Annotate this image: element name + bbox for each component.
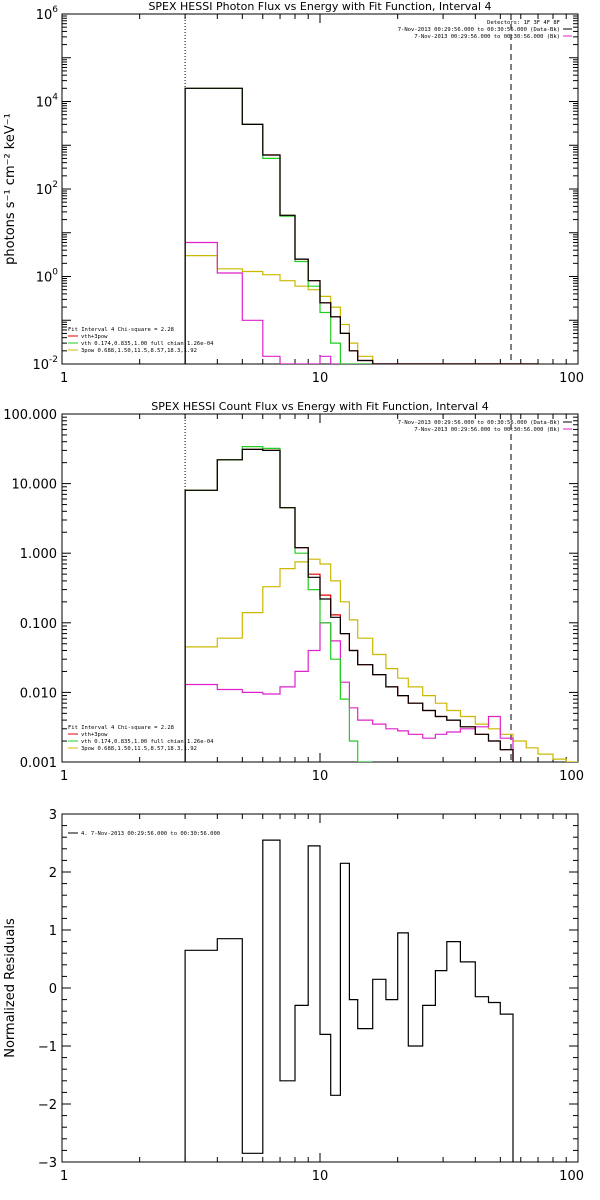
y-axis: 3 2 1 0 −1 −2 −3 (38, 808, 578, 1171)
x-tick-label: 1 (60, 769, 68, 784)
legend-left-entry: Fit Interval 4 Chi-square = 2.28 (68, 725, 174, 731)
y-tick-label: 0 (49, 982, 57, 997)
y-tick-base: 10 (32, 358, 49, 373)
chart-title: SPEX HESSI Photon Flux vs Energy with Fi… (148, 0, 491, 13)
y-tick-exponent: 2 (52, 180, 58, 190)
legend-right-entry: 7-Nov-2013 00:29:56.000 to 00:30:56.000 … (398, 27, 560, 33)
x-axis: 1 10 100 (60, 14, 584, 386)
series-line-vth-3pow (184, 87, 538, 364)
series-line-3pow (184, 255, 538, 364)
legend-right-entry: Detectors: 1F 3F 4F 8F (487, 20, 560, 26)
y-tick-label: 100 (36, 268, 59, 286)
chart-panel-1: SPEX HESSI Photon Flux vs Energy with Fi… (3, 0, 584, 386)
y-tick-label: 104 (36, 93, 59, 111)
y-tick-label: 3 (49, 808, 57, 823)
y-tick-base: 10 (36, 183, 53, 198)
legend-right-entry: 7-Nov-2013 00:29:56.000 to 00:30:56.000 … (414, 34, 560, 40)
legend-right: 7-Nov-2013 00:29:56.000 to 00:30:56.000 … (398, 420, 572, 433)
y-tick-label: 102 (36, 180, 58, 198)
x-tick-label: 100 (559, 371, 584, 386)
x-tick-label: 10 (312, 769, 329, 784)
legend-left-entry: vth 0.174,0.835,1.00 full chian 1.26e-04 (81, 341, 214, 347)
y-tick-label: −3 (38, 1156, 57, 1171)
series-line-vth (184, 446, 373, 762)
y-tick-label: −2 (38, 1098, 57, 1113)
y-tick-exponent: 6 (52, 5, 58, 15)
legend-left: Fit Interval 4 Chi-square = 2.28vth+3pow… (68, 725, 214, 752)
y-tick-base: 10 (36, 8, 53, 23)
series-line-data-0 (184, 87, 538, 364)
series-line-bk (184, 241, 527, 364)
y-tick-base: 10 (36, 96, 53, 111)
y-tick-label: 1 (49, 924, 57, 939)
series-line-vth (184, 87, 373, 364)
chart-title: SPEX HESSI Count Flux vs Energy with Fit… (151, 400, 488, 413)
legend-left-entry: vth 0.174,0.835,1.00 full chian 1.26e-04 (81, 739, 214, 745)
y-tick-label: 0.010 (20, 686, 57, 701)
y-tick-exponent: 0 (52, 268, 58, 278)
legend-left: Fit Interval 4 Chi-square = 2.28vth+3pow… (68, 327, 214, 354)
y-tick-label: 2 (49, 866, 57, 881)
legend-left-entry: 3pow 0.688,1.50,11.5,8.57,18.3,1.92 (81, 746, 197, 752)
x-tick-label: 1 (60, 371, 68, 386)
x-axis: 1 10 100 (60, 414, 584, 784)
x-tick-label: 10 (312, 1169, 329, 1184)
y-tick-label: 100.000 (3, 408, 57, 423)
y-tick-exponent: 4 (52, 93, 58, 103)
y-axis: 0.001 0.010 0.100 1.000 10.000 100.000 (3, 408, 578, 771)
legend-left-entry: vth+3pow (81, 334, 108, 340)
y-axis-label: photons s⁻¹ cm⁻² keV⁻¹ (3, 113, 18, 265)
series-line-data-0 (184, 448, 514, 762)
legend-left: 4. 7-Nov-2013 00:29:56.000 to 00:30:56.0… (68, 831, 220, 837)
legend-left-entry: vth+3pow (81, 732, 108, 738)
series-line-3pow (184, 558, 578, 762)
legend-left-entry: Fit Interval 4 Chi-square = 2.28 (68, 327, 174, 333)
y-tick-label: 10.000 (12, 478, 58, 493)
legend-right: Detectors: 1F 3F 4F 8F7-Nov-2013 00:29:5… (398, 20, 572, 40)
y-tick-exponent: -2 (49, 355, 58, 365)
y-axis-label: Normalized Residuals (3, 918, 18, 1058)
y-tick-label: −1 (38, 1040, 57, 1055)
series-group (184, 446, 578, 762)
legend-right-entry: 7-Nov-2013 00:29:56.000 to 00:30:56.000 … (414, 427, 560, 433)
y-tick-label: 10-2 (32, 355, 58, 373)
chart-panel-2: SPEX HESSI Count Flux vs Energy with Fit… (3, 400, 584, 784)
legend-left-entry: 3pow 0.688,1.50,11.5,8.57,18.3,1.92 (81, 348, 197, 354)
x-tick-label: 1 (60, 1169, 68, 1184)
y-tick-label: 0.001 (20, 756, 57, 771)
y-tick-label: 106 (36, 5, 59, 23)
y-tick-label: 1.000 (20, 547, 57, 562)
series-line-4- (184, 839, 514, 1162)
x-tick-label: 100 (559, 769, 584, 784)
x-tick-label: 10 (312, 371, 329, 386)
series-line-bk (184, 622, 514, 762)
series-group (184, 839, 514, 1162)
legend-right-entry: 7-Nov-2013 00:29:56.000 to 00:30:56.000 … (398, 420, 560, 426)
x-tick-label: 100 (559, 1169, 584, 1184)
y-tick-label: 0.100 (20, 617, 57, 632)
x-axis: 1 10 100 (60, 814, 584, 1184)
y-tick-base: 10 (36, 271, 53, 286)
series-group (184, 87, 538, 364)
legend-left-entry: 4. 7-Nov-2013 00:29:56.000 to 00:30:56.0… (81, 831, 220, 837)
